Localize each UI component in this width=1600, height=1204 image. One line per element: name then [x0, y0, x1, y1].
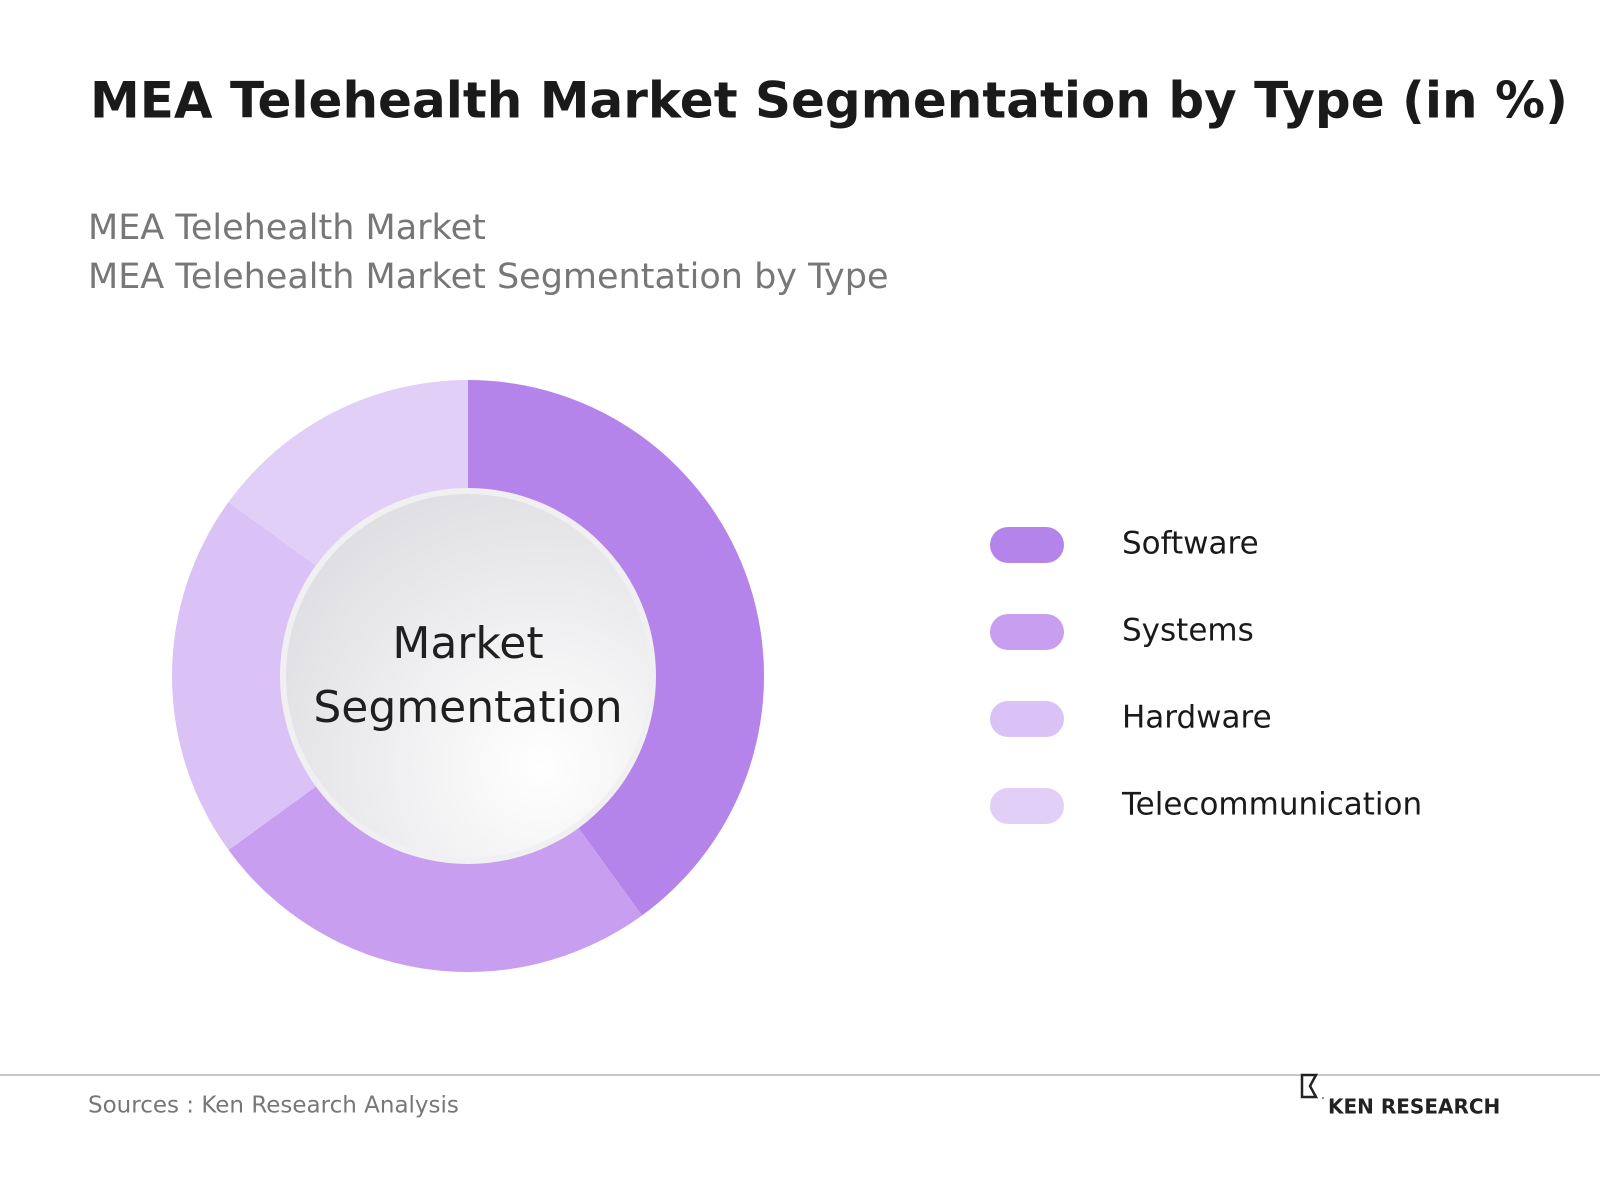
subtitle: MEA Telehealth Market Segmentation by Ty… [88, 257, 889, 297]
legend-swatch [990, 614, 1064, 650]
legend-label: Hardware [1122, 700, 1272, 736]
chart-title: MEA Telehealth Market Segmentation by Ty… [90, 72, 1568, 130]
legend-swatch [990, 527, 1064, 563]
legend: Software Systems Hardware Telecommunication [990, 526, 1422, 824]
legend-label: Telecommunication [1121, 787, 1422, 823]
logo-icon [1300, 1073, 1319, 1099]
center-label: Segmentation [313, 682, 622, 733]
subtitle: MEA Telehealth Market [88, 208, 486, 248]
legend-label: Software [1122, 526, 1259, 562]
legend-swatch [990, 701, 1064, 737]
center-disc [286, 494, 650, 858]
brand-name: KEN RESEARCH [1328, 1095, 1500, 1119]
center-label: Market [392, 618, 543, 669]
brand-logo: KEN RESEARCH [1300, 1073, 1500, 1119]
legend-swatch [990, 788, 1064, 824]
legend-label: Systems [1122, 613, 1254, 649]
source-note: Sources : Ken Research Analysis [88, 1093, 459, 1119]
